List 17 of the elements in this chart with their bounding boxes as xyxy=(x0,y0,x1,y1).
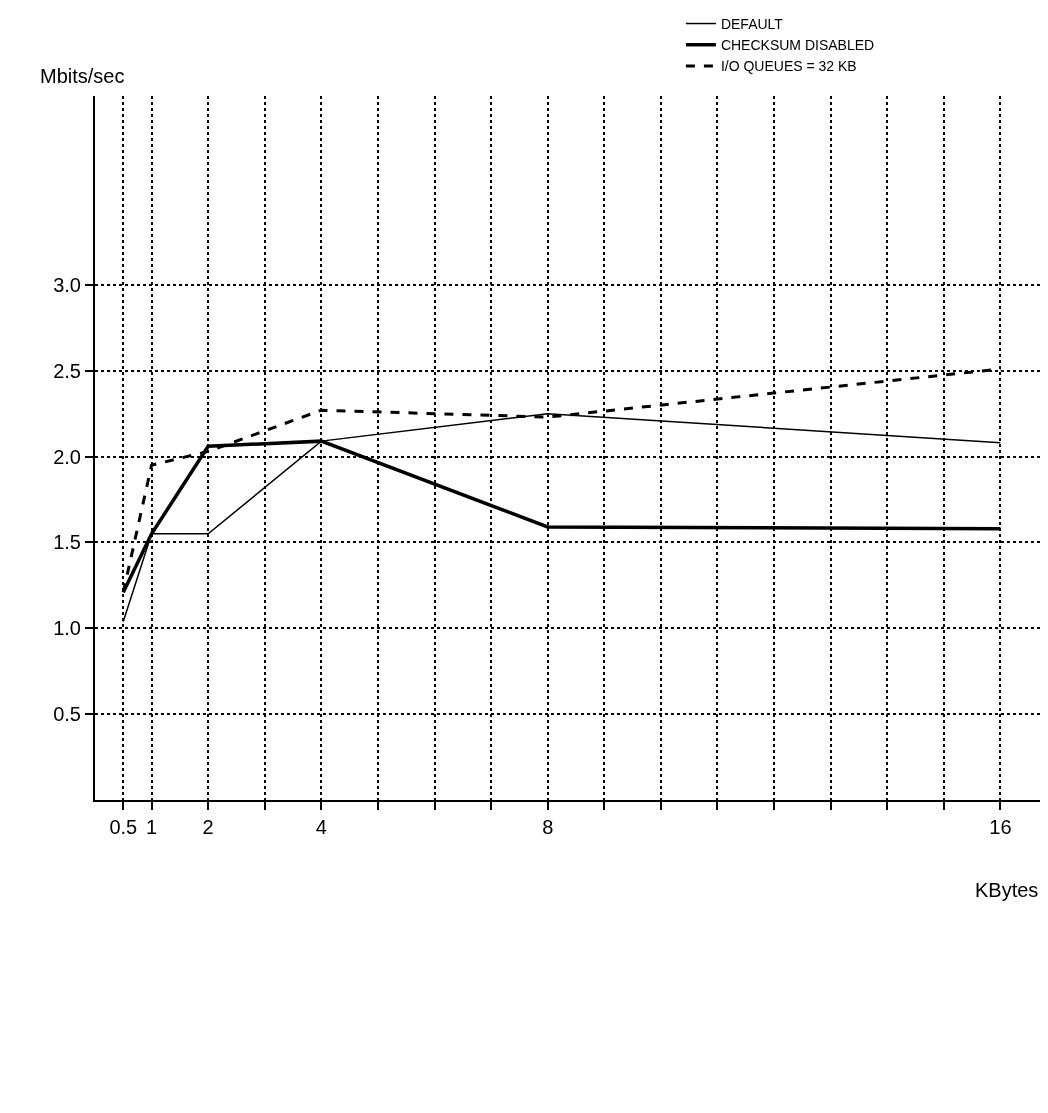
y-tick-label: 1.5 xyxy=(53,531,81,554)
legend-label: DEFAULT xyxy=(720,15,784,32)
legend-label: CHECKSUM DISABLED xyxy=(720,37,875,54)
y-tick-label: 0.5 xyxy=(53,703,81,726)
y-tick-label: 1.0 xyxy=(53,617,81,640)
x-tick-label: 2 xyxy=(202,816,214,838)
y-tick-label: 2.5 xyxy=(53,359,81,382)
legend-label: I/O QUEUES = 32 KB xyxy=(720,58,857,75)
x-tick-label: 4 xyxy=(315,816,327,838)
x-tick-label: 1 xyxy=(146,816,158,838)
x-tick-label: 16 xyxy=(989,816,1012,838)
y-tick-label: 3.0 xyxy=(53,273,81,296)
y-axis-title: Mbits/sec xyxy=(40,65,125,87)
x-axis-title: KBytes xyxy=(975,879,1039,901)
x-tick-label: 0.5 xyxy=(109,816,138,838)
y-tick-label: 2.0 xyxy=(53,445,81,468)
x-tick-label: 8 xyxy=(542,816,554,838)
